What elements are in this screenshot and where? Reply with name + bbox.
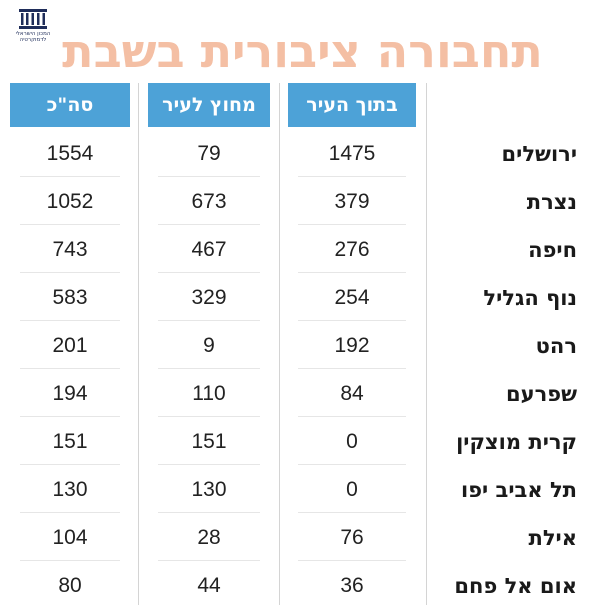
cell-inside: 192 — [334, 334, 370, 357]
row-divider — [158, 464, 260, 465]
row-divider — [20, 224, 120, 225]
row-divider — [298, 560, 406, 561]
city-name: שפרעם — [506, 382, 577, 406]
row-divider — [298, 224, 406, 225]
row-divider — [20, 272, 120, 273]
cell-total: 1052 — [46, 190, 94, 213]
row-divider — [20, 176, 120, 177]
row-divider — [158, 320, 260, 321]
column-header-total: סה"כ — [10, 83, 130, 127]
cell-outside: 467 — [191, 238, 227, 261]
row-divider — [298, 176, 406, 177]
cell-outside: 130 — [191, 478, 227, 501]
city-name: נצרת — [526, 190, 577, 214]
cell-total: 80 — [58, 574, 82, 597]
cell-outside: 9 — [203, 334, 215, 357]
city-name: אום אל פחם — [454, 574, 577, 598]
cell-total: 194 — [52, 382, 88, 405]
cell-total: 104 — [52, 526, 88, 549]
row-divider — [158, 368, 260, 369]
row-divider — [20, 368, 120, 369]
row-divider — [158, 176, 260, 177]
city-name: אילת — [528, 526, 577, 550]
cell-total: 130 — [52, 478, 88, 501]
cell-inside: 254 — [334, 286, 370, 309]
column-divider — [279, 83, 280, 605]
row-divider — [298, 512, 406, 513]
cell-outside: 44 — [197, 574, 221, 597]
cell-outside: 110 — [192, 382, 226, 405]
cell-inside: 0 — [346, 430, 358, 453]
cell-outside: 151 — [191, 430, 227, 453]
row-divider — [298, 368, 406, 369]
cell-inside: 276 — [334, 238, 370, 261]
row-divider — [20, 560, 120, 561]
logo-text-line-1: המכון הישראלי — [15, 31, 51, 37]
row-divider — [158, 512, 260, 513]
cell-outside: 28 — [197, 526, 221, 549]
cell-outside: 673 — [191, 190, 227, 213]
institute-logo: המכון הישראלי לדמוקרטיה — [10, 8, 56, 52]
city-name: רהט — [535, 334, 577, 358]
row-divider — [298, 272, 406, 273]
page-title: תחבורה ציבורית בשבת — [62, 24, 543, 78]
city-name: נוף הגליל — [483, 286, 577, 310]
row-divider — [158, 560, 260, 561]
city-name: חיפה — [528, 238, 577, 262]
city-name: קרית מוצקין — [456, 430, 577, 454]
logo-text-line-2: לדמוקרטיה — [19, 37, 47, 43]
cell-inside: 36 — [340, 574, 364, 597]
cell-total: 201 — [52, 334, 88, 357]
cell-inside: 379 — [334, 190, 370, 213]
cell-inside: 84 — [340, 382, 364, 405]
building-columns-icon — [19, 9, 47, 29]
row-divider — [20, 512, 120, 513]
row-divider — [298, 320, 406, 321]
cell-total: 151 — [52, 430, 88, 453]
row-divider — [158, 416, 260, 417]
cell-inside: 1475 — [328, 142, 376, 165]
row-divider — [298, 416, 406, 417]
cell-total: 583 — [52, 286, 88, 309]
cell-inside: 0 — [346, 478, 358, 501]
city-name: תל אביב יפו — [461, 478, 577, 502]
row-divider — [20, 464, 120, 465]
cell-total: 1554 — [46, 142, 94, 165]
row-divider — [158, 224, 260, 225]
cell-inside: 76 — [340, 526, 364, 549]
cell-total: 743 — [52, 238, 88, 261]
column-divider — [138, 83, 139, 605]
row-divider — [20, 416, 120, 417]
row-divider — [298, 464, 406, 465]
cell-outside: 79 — [197, 142, 221, 165]
column-header-inside: בתוך העיר — [288, 83, 416, 127]
cell-outside: 329 — [191, 286, 227, 309]
column-divider — [426, 83, 427, 605]
row-divider — [20, 320, 120, 321]
city-name: ירושלים — [501, 142, 577, 166]
column-header-outside: מחוץ לעיר — [148, 83, 270, 127]
row-divider — [158, 272, 260, 273]
